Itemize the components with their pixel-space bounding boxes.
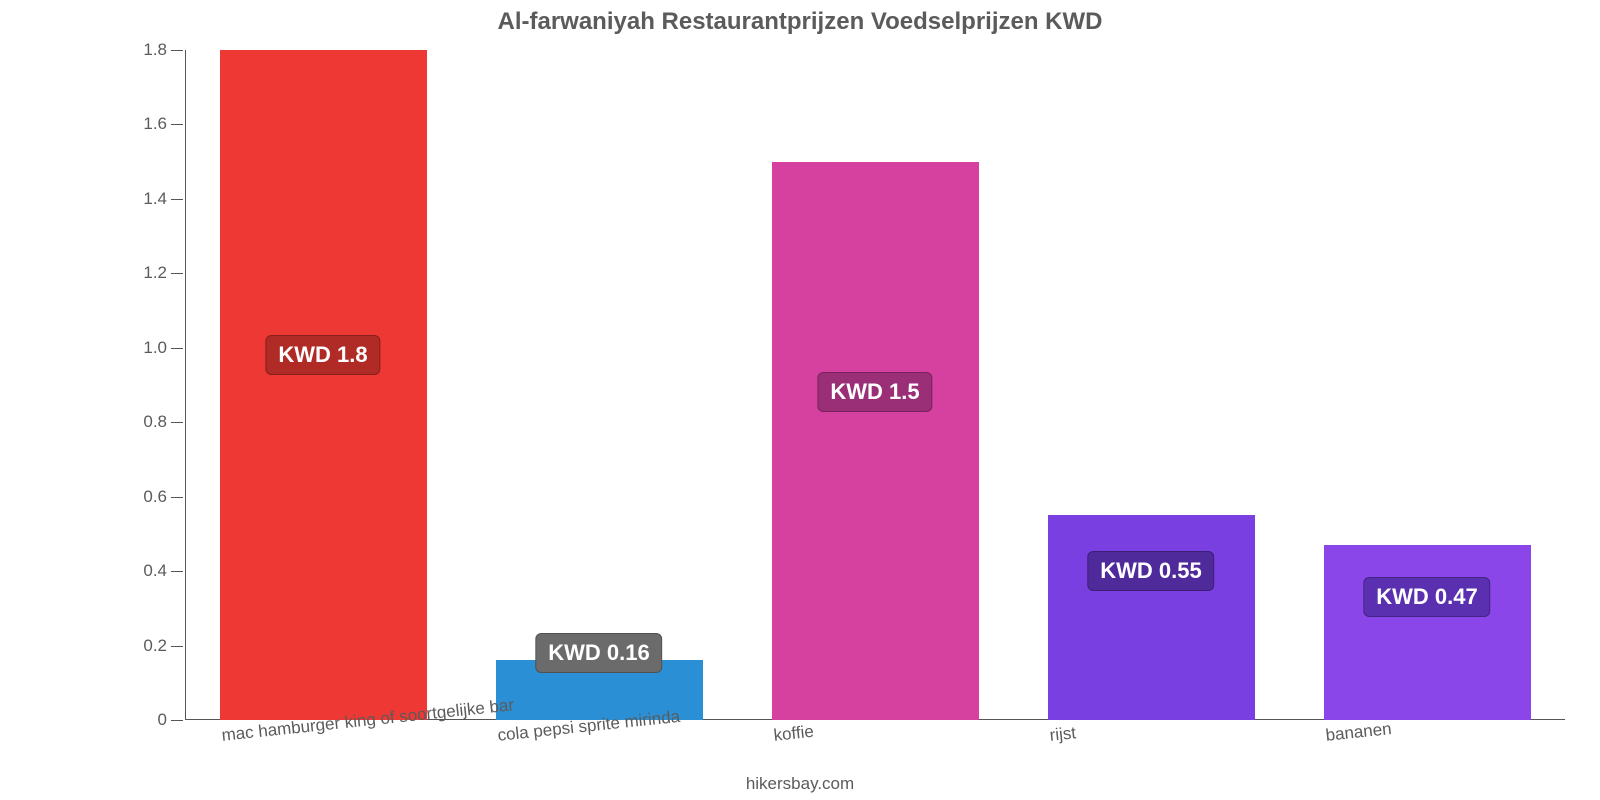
y-tick-label: 0.8 <box>143 412 185 432</box>
y-tick-label: 1.6 <box>143 114 185 134</box>
y-tick-label: 1.2 <box>143 263 185 283</box>
y-tick-label: 1.0 <box>143 338 185 358</box>
x-tick-label: koffie <box>772 722 814 746</box>
y-axis-line <box>185 50 186 720</box>
y-tick-label: 0.6 <box>143 487 185 507</box>
value-badge: KWD 0.16 <box>535 633 662 673</box>
y-tick-label: 0.2 <box>143 636 185 656</box>
bar <box>1324 545 1531 720</box>
value-badge: KWD 1.8 <box>265 335 380 375</box>
plot-area: 00.20.40.60.81.01.21.41.61.8 KWD 1.8KWD … <box>185 50 1565 720</box>
price-bar-chart: Al-farwaniyah Restaurantprijzen Voedselp… <box>0 0 1600 800</box>
value-badge: KWD 0.55 <box>1087 551 1214 591</box>
x-tick-label: bananen <box>1324 719 1392 746</box>
value-badge: KWD 1.5 <box>817 372 932 412</box>
y-tick-label: 0 <box>158 710 185 730</box>
bar <box>772 162 979 720</box>
x-tick-label: rijst <box>1048 723 1076 746</box>
value-badge: KWD 0.47 <box>1363 577 1490 617</box>
y-tick-label: 0.4 <box>143 561 185 581</box>
attribution-text: hikersbay.com <box>0 774 1600 794</box>
y-tick-label: 1.8 <box>143 40 185 60</box>
bar <box>1048 515 1255 720</box>
chart-title: Al-farwaniyah Restaurantprijzen Voedselp… <box>0 8 1600 36</box>
y-tick-label: 1.4 <box>143 189 185 209</box>
bar <box>220 50 427 720</box>
